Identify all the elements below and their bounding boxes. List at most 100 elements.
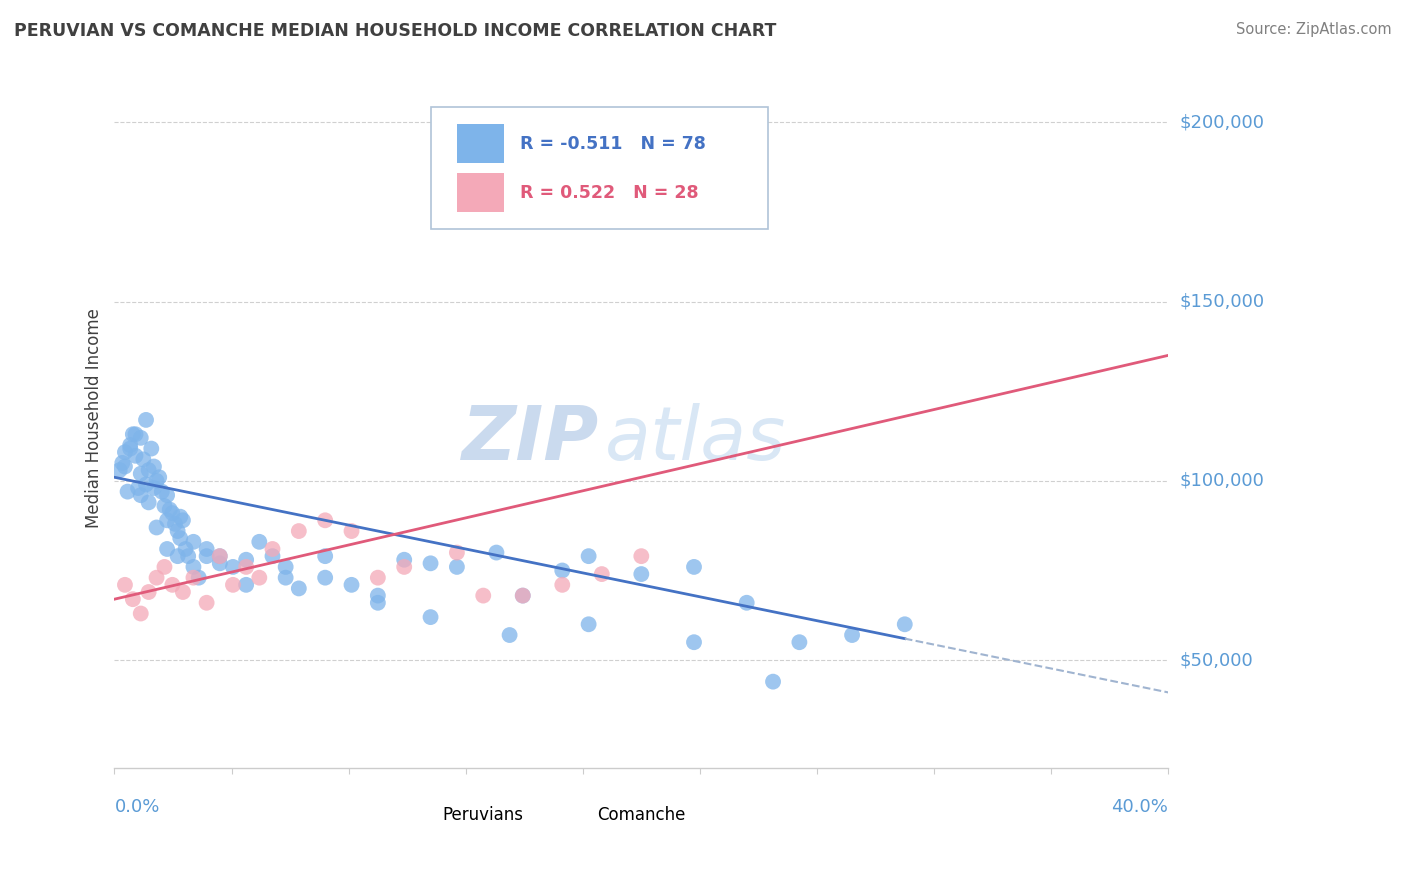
Point (472, 589, 495, 603)
Text: 40.0%: 40.0% (1111, 798, 1168, 816)
Point (195, 541, 218, 556)
Point (340, 578, 363, 592)
Text: atlas: atlas (605, 403, 786, 475)
Point (735, 596, 758, 610)
Point (135, 413, 157, 427)
Point (841, 628, 863, 642)
Point (114, 578, 136, 592)
Point (551, 578, 574, 592)
Point (208, 549, 231, 563)
Point (367, 589, 389, 603)
Point (172, 585, 194, 599)
Text: ZIP: ZIP (463, 402, 599, 475)
Text: R = 0.522   N = 28: R = 0.522 N = 28 (520, 184, 699, 202)
Point (683, 560, 706, 574)
Point (108, 463, 131, 477)
Point (148, 470, 170, 484)
Point (150, 484, 173, 499)
Point (124, 449, 146, 463)
Text: $100,000: $100,000 (1180, 472, 1264, 490)
Point (512, 589, 534, 603)
Point (894, 617, 917, 632)
Point (166, 549, 188, 563)
Point (195, 596, 218, 610)
Point (235, 578, 257, 592)
Point (124, 427, 146, 442)
Point (156, 513, 179, 527)
Point (127, 481, 149, 495)
Point (498, 628, 520, 642)
Point (630, 549, 652, 563)
Point (111, 456, 134, 470)
Point (172, 513, 194, 527)
Point (162, 506, 184, 520)
Point (392, 560, 415, 574)
Point (129, 607, 152, 621)
Text: Peruvians: Peruvians (443, 806, 524, 824)
Point (630, 567, 652, 582)
Point (512, 589, 534, 603)
Point (145, 520, 167, 534)
Text: Source: ZipAtlas.com: Source: ZipAtlas.com (1236, 22, 1392, 37)
Point (446, 545, 468, 559)
Point (262, 541, 284, 556)
Point (578, 617, 600, 632)
Point (683, 635, 706, 649)
Text: 0.0%: 0.0% (114, 798, 160, 816)
Point (262, 549, 284, 563)
Point (129, 488, 152, 502)
Point (159, 502, 181, 516)
Point (132, 452, 155, 467)
Point (162, 578, 184, 592)
Point (135, 477, 157, 491)
Text: $150,000: $150,000 (1180, 293, 1264, 310)
Point (117, 484, 139, 499)
Point (446, 560, 468, 574)
Point (367, 571, 389, 585)
FancyBboxPatch shape (457, 125, 505, 163)
Point (274, 571, 297, 585)
Point (314, 549, 336, 563)
Point (153, 560, 176, 574)
Text: $50,000: $50,000 (1180, 651, 1253, 669)
Point (187, 571, 209, 585)
Point (208, 549, 231, 563)
Point (153, 499, 176, 513)
Point (138, 585, 160, 599)
Point (142, 481, 165, 495)
Point (419, 610, 441, 624)
Point (367, 596, 389, 610)
Point (340, 524, 363, 538)
Point (114, 445, 136, 459)
Point (142, 459, 165, 474)
Text: Comanche: Comanche (598, 806, 686, 824)
Point (145, 571, 167, 585)
Point (591, 567, 613, 582)
Point (208, 557, 231, 571)
Text: $200,000: $200,000 (1180, 113, 1264, 131)
Point (314, 571, 336, 585)
Point (314, 513, 336, 527)
Point (551, 564, 574, 578)
Point (222, 578, 245, 592)
Point (166, 524, 188, 538)
Point (235, 553, 257, 567)
Point (392, 553, 415, 567)
Point (762, 674, 785, 689)
FancyBboxPatch shape (457, 173, 505, 212)
Point (129, 467, 152, 481)
Point (177, 549, 200, 563)
Point (183, 560, 205, 574)
Point (709, 169, 731, 183)
Point (288, 524, 311, 538)
Point (121, 427, 143, 442)
Point (789, 635, 811, 649)
Point (183, 534, 205, 549)
Point (183, 571, 205, 585)
Point (129, 431, 152, 445)
Point (169, 531, 191, 545)
Point (174, 541, 197, 556)
Point (274, 560, 297, 574)
Point (156, 488, 179, 502)
Point (247, 534, 270, 549)
